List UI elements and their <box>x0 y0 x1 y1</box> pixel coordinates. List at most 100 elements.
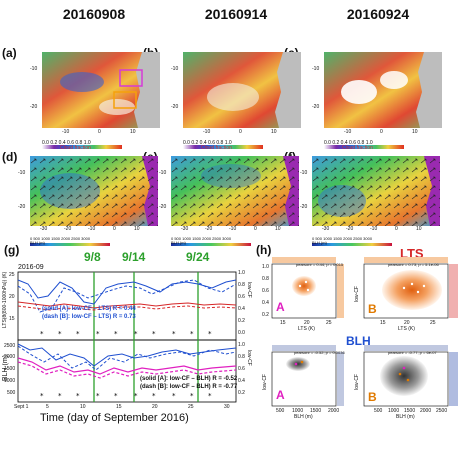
panel-h-a1-xtick-3: 25 <box>326 320 332 326</box>
panel-g-yright-b4: 0.4 <box>238 378 245 384</box>
panel-g-ylabel-right-top: low-CF <box>246 282 252 298</box>
colorbar-blh-e <box>171 233 251 251</box>
panel-h-b2-xtick-2: 1000 <box>388 408 400 414</box>
panel-h-a2-xtick-2: 1000 <box>292 408 304 414</box>
panel-g-xtick-5: 5 <box>46 404 49 410</box>
svg-text:*: * <box>134 392 138 400</box>
colorbar-label-a: Cloud fraction <box>60 145 91 151</box>
panel-h-b2-xlabel: BLH (m) <box>396 414 415 420</box>
panel-label-h: (h) <box>256 243 272 257</box>
colorbar-ticks-b: 0.0 0.2 0.4 0.6 0.8 1.0 <box>183 140 232 146</box>
svg-text:*: * <box>134 330 138 338</box>
ytick-a-2: -20 <box>30 104 38 110</box>
xtick-d-2: -20 <box>64 226 72 232</box>
svg-text:*: * <box>58 330 62 338</box>
panel-h-stats-2: pearsonr = 0.73; p = 5.1e-06 <box>388 262 439 267</box>
panel-g-legend-bottom-2: (dash [B]: low-CF – BLH) R = -0.77 <box>140 384 238 390</box>
panel-h-a2-xtick-3: 1500 <box>310 408 322 414</box>
panel-h-region-b1: B <box>368 302 377 316</box>
colorbar-blh-d <box>30 233 110 251</box>
panel-h-a1-ytick-3: 0.6 <box>262 288 269 294</box>
panel-g-legend-top-2: (dash [B]: low-CF – LTS) R = 0.73 <box>42 314 136 320</box>
panel-g-xtick-30: 30 <box>224 404 230 410</box>
xtick-c-1: -10 <box>344 129 352 135</box>
panel-h-a1-xtick-1: 15 <box>280 320 286 326</box>
xtick-e-2: -20 <box>205 226 213 232</box>
date-header-3: 20160924 <box>346 6 410 22</box>
ytick-f-2: -20 <box>300 204 308 210</box>
panel-h-region-a2: A <box>276 388 285 402</box>
panel-h-b1-xlabel: LTS (K) <box>398 326 415 332</box>
xtick-c-3: 10 <box>412 129 418 135</box>
panel-h-region-a1: A <box>276 300 285 314</box>
svg-text:*: * <box>76 330 80 338</box>
panel-g-yright-b5: 0.2 <box>238 390 245 396</box>
svg-text:*: * <box>152 330 156 338</box>
svg-text:*: * <box>190 392 194 400</box>
svg-text:*: * <box>152 392 156 400</box>
ytick-a-1: -10 <box>30 66 38 72</box>
panel-g-xtick-25: 25 <box>188 404 194 410</box>
panel-h-a2-xlabel: BLH (m) <box>294 414 313 420</box>
xtick-e-4: 0 <box>254 226 257 232</box>
xtick-b-1: -10 <box>203 129 211 135</box>
xtick-d-1: -30 <box>40 226 48 232</box>
panel-h-b1-xtick-1: 15 <box>380 320 386 326</box>
cloud-fraction-map-b <box>183 52 301 128</box>
panel-h-b2-ylabel: low-CF <box>354 374 360 390</box>
joint-plot-b-blh <box>354 344 460 421</box>
panel-g-xtick-20: 20 <box>152 404 158 410</box>
svg-text:*: * <box>96 392 100 400</box>
ytick-c-2: -20 <box>312 104 320 110</box>
blh-map-f <box>312 156 440 226</box>
panel-h-b1-xtick-2: 20 <box>404 320 410 326</box>
panel-h-stats-1: pearsonr = 0.44; p = 0.015 <box>296 262 344 267</box>
panel-g-legend-bottom-1: (solid [A]: low-CF – BLH) R = -0.52 <box>140 376 238 382</box>
xtick-f-1: -30 <box>322 226 330 232</box>
colorbar-label-f: BLH (m) <box>312 240 327 245</box>
event-label-0924: 9/24 <box>186 250 210 264</box>
panel-g-ytick-2500: 2500 <box>4 343 16 349</box>
panel-label-a: (a) <box>2 46 17 60</box>
panel-g-ytick-1000: 1000 <box>4 378 16 384</box>
colorbar-ticks-d: 0 500 1000 1500 2000 2500 3000 <box>30 236 91 241</box>
panel-g-xtick-10: 10 <box>80 404 86 410</box>
xtick-d-4: 0 <box>113 226 116 232</box>
panel-h-stats-4: pearsonr = -0.77; p = 6e-07 <box>388 350 437 355</box>
svg-text:*: * <box>114 392 118 400</box>
xtick-f-5: 10 <box>416 226 422 232</box>
ytick-f-1: -10 <box>300 170 308 176</box>
panel-label-g: (g) <box>4 243 20 257</box>
panel-g-yright-1: 1.0 <box>238 270 245 276</box>
cloud-fraction-map-a <box>42 52 160 128</box>
panel-h-a1-xtick-2: 20 <box>304 320 310 326</box>
svg-text:*: * <box>76 392 80 400</box>
svg-text:*: * <box>40 330 44 338</box>
panel-g-xtick-1: Sept 1 <box>14 404 29 410</box>
panel-h-b2-xtick-3: 1500 <box>404 408 416 414</box>
xtick-f-4: 0 <box>395 226 398 232</box>
blh-map-e <box>171 156 299 226</box>
panel-h-b2-xtick-4: 2000 <box>420 408 432 414</box>
cloud-fraction-map-c <box>324 52 442 128</box>
panel-g-plot: * * * * * * * * * * * * * * * * * * * * <box>0 258 250 423</box>
panel-g-yright-3: 0.6 <box>238 294 245 300</box>
xtick-d-3: -10 <box>88 226 96 232</box>
xtick-a-2: 0 <box>98 129 101 135</box>
colorbar-ticks-a: 0.0 0.2 0.4 0.6 0.8 1.0 <box>42 140 91 146</box>
xtick-b-3: 10 <box>271 129 277 135</box>
event-label-0908: 9/8 <box>84 250 101 264</box>
svg-text:*: * <box>208 330 212 338</box>
ytick-e-2: -20 <box>159 204 167 210</box>
panel-g-yright-b2: 0.8 <box>238 354 245 360</box>
colorbar-cf-b <box>183 136 263 154</box>
panel-h-a1-ytick-4: 0.4 <box>262 300 269 306</box>
panel-g-xtick-15: 15 <box>116 404 122 410</box>
panel-g-yright-6: 0.0 <box>238 330 245 336</box>
panel-h-a2-xtick-4: 2000 <box>328 408 340 414</box>
xtick-a-1: -10 <box>62 129 70 135</box>
colorbar-blh-f <box>312 233 392 251</box>
panel-label-d: (d) <box>2 150 18 164</box>
joint-plot-a-lts <box>262 256 346 333</box>
panel-h-b2-xtick-1: 500 <box>374 408 383 414</box>
